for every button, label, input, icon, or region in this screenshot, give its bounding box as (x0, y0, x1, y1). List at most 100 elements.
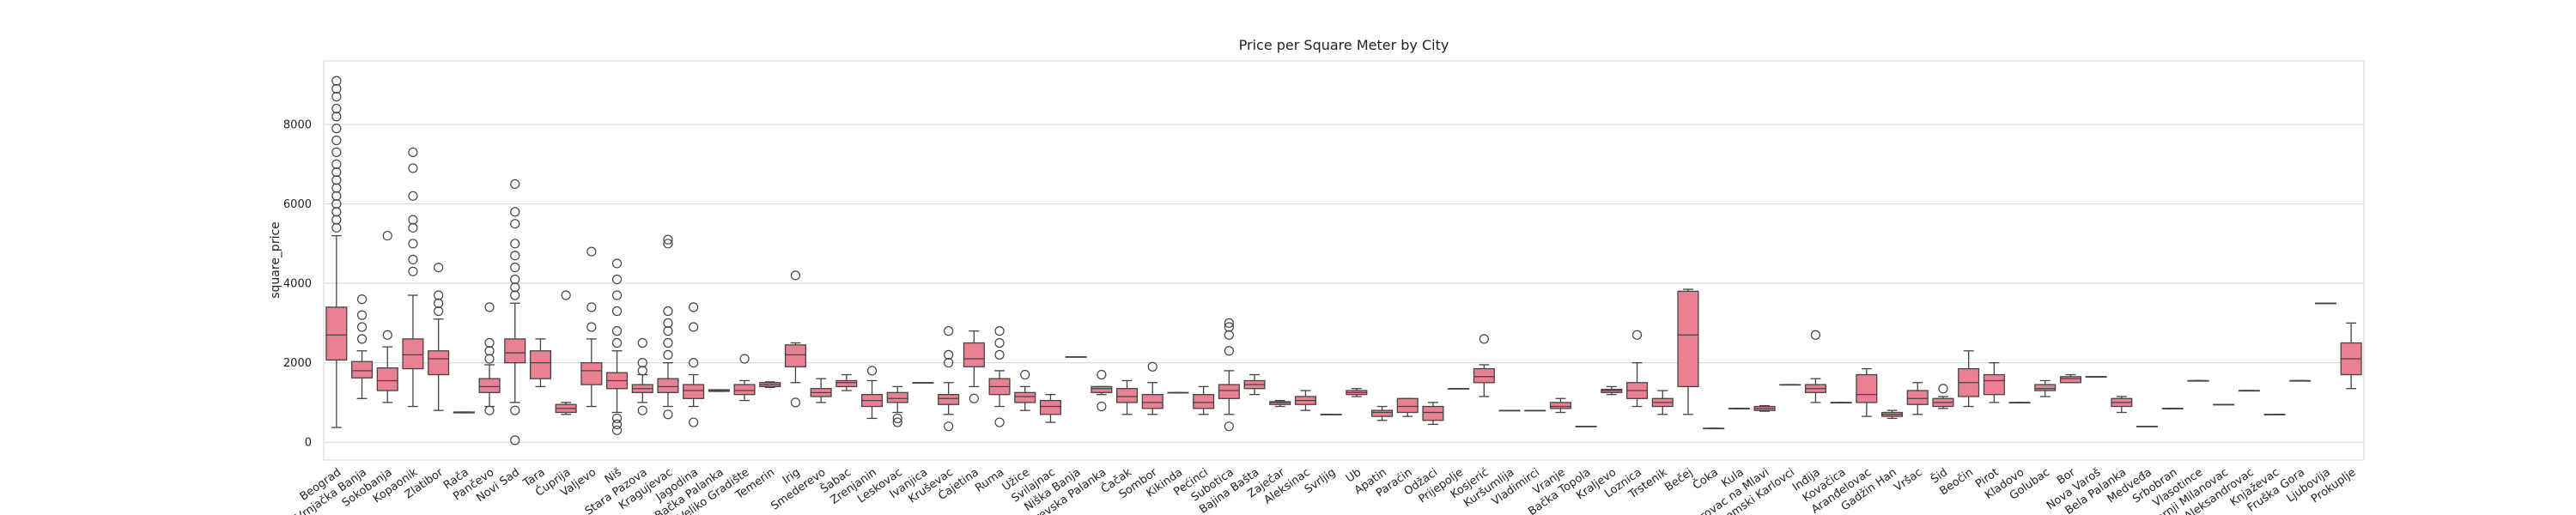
outlier (331, 191, 342, 201)
outlier (331, 112, 342, 122)
outlier (331, 167, 342, 178)
box (1473, 367, 1495, 384)
outlier (331, 103, 342, 114)
outlier (356, 310, 368, 320)
box (1371, 409, 1394, 417)
outlier (510, 179, 520, 190)
outlier (663, 349, 673, 360)
outlier (1097, 401, 1107, 412)
outlier (434, 262, 444, 273)
outlier (790, 397, 801, 408)
outlier (356, 294, 368, 305)
box (1269, 401, 1291, 405)
outlier (611, 337, 623, 348)
outlier (1020, 369, 1030, 380)
outlier (510, 219, 520, 229)
outlier (790, 270, 801, 281)
outlier (944, 349, 954, 360)
outlier (611, 290, 623, 300)
box (1116, 388, 1139, 403)
outlier (663, 318, 673, 328)
outlier (510, 435, 520, 445)
y-axis-label: square_price (269, 221, 283, 299)
outlier (510, 290, 520, 300)
y-tick-label: 8000 (283, 119, 312, 132)
outlier (637, 366, 647, 376)
outlier (1479, 334, 1489, 344)
box (402, 338, 424, 370)
box (1856, 373, 1878, 403)
outlier (382, 230, 392, 241)
x-tick-label: Ruma (973, 466, 1006, 495)
outlier (994, 326, 1005, 336)
outlier (586, 246, 597, 257)
box (580, 361, 603, 385)
outlier (1224, 330, 1234, 340)
outlier (331, 183, 342, 193)
box (325, 306, 348, 361)
box (1677, 290, 1699, 388)
box (2034, 384, 2057, 391)
outlier (1224, 322, 1234, 332)
outlier (892, 413, 902, 424)
outlier (663, 234, 673, 245)
outlier (611, 413, 623, 424)
box (784, 344, 806, 367)
outlier (637, 337, 647, 348)
box (1549, 402, 1571, 409)
outlier (408, 266, 418, 276)
box (1983, 373, 2005, 396)
outlier (689, 358, 699, 368)
outlier (408, 163, 418, 173)
box (428, 350, 450, 376)
box (1218, 384, 1240, 399)
outlier (611, 326, 623, 336)
box (1193, 394, 1215, 409)
outlier (510, 251, 520, 261)
outlier (331, 175, 342, 185)
outlier (611, 306, 623, 317)
plot-area (323, 60, 2365, 461)
y-tick-label: 0 (305, 437, 312, 450)
outlier (408, 254, 418, 264)
outlier (994, 417, 1005, 427)
outlier (510, 274, 520, 285)
outlier (331, 222, 342, 233)
outlier (611, 419, 623, 429)
outlier (331, 92, 342, 102)
outlier (689, 322, 699, 332)
outlier (663, 337, 673, 348)
outlier (1097, 369, 1107, 380)
outlier (969, 393, 979, 403)
box (1422, 405, 1444, 421)
y-tick-label: 4000 (283, 278, 312, 291)
box (733, 384, 756, 396)
outlier (1938, 384, 1948, 394)
outlier (484, 346, 495, 356)
outlier (1147, 361, 1157, 372)
outlier (408, 147, 418, 158)
outlier (331, 159, 342, 169)
outlier (1810, 330, 1821, 340)
outlier (944, 326, 954, 336)
box (478, 378, 501, 393)
box (657, 378, 679, 393)
outlier (434, 290, 444, 300)
outlier (1224, 346, 1234, 356)
outlier (331, 124, 342, 134)
outlier (561, 290, 571, 300)
box (963, 342, 985, 367)
outlier (434, 306, 444, 317)
box (351, 360, 374, 379)
box (529, 350, 551, 379)
outlier (611, 425, 623, 435)
outlier (484, 405, 495, 415)
box (1014, 391, 1036, 403)
outlier (510, 207, 520, 217)
outlier (408, 222, 418, 233)
box (504, 338, 526, 364)
box (2059, 376, 2081, 384)
outlier (611, 258, 623, 269)
outlier (1224, 318, 1234, 328)
